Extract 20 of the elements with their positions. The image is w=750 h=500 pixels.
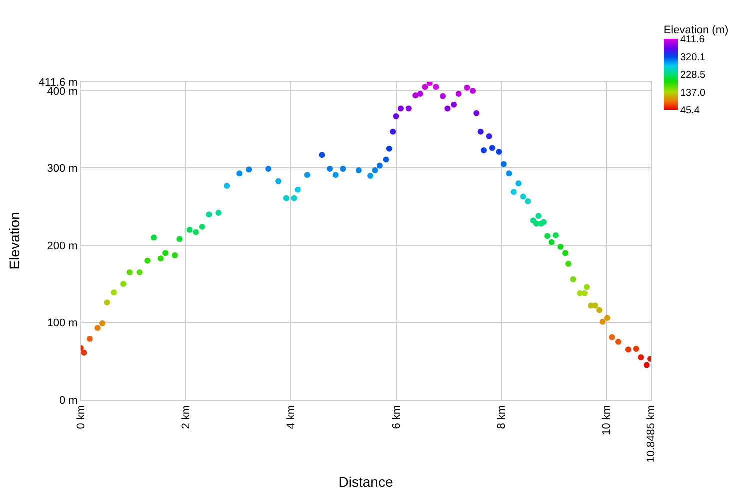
y-tick-label: 400 m [47, 86, 78, 98]
x-axis-title: Distance [338, 474, 394, 490]
color-bar-label: 320.1 [680, 52, 706, 64]
x-tick-label: 10.8485 km [646, 405, 658, 463]
x-tick-label: 2 km [180, 405, 193, 430]
y-tick-label: 0 m [59, 394, 78, 407]
color-bar-label: 45.4 [680, 106, 700, 117]
color-bar-label: 411.6 [680, 34, 706, 46]
color-bar-title: Elevation (m) [664, 24, 729, 36]
x-tick-label: 10 km [600, 405, 613, 436]
y-axis-title: Elevation [6, 212, 22, 270]
y-tick-label: 200 m [47, 240, 78, 252]
color-bar-label: 228.5 [680, 70, 706, 82]
x-tick-label: 0 km [76, 405, 88, 430]
x-tick-label: 6 km [390, 405, 403, 430]
x-tick-label: 4 km [286, 405, 298, 430]
x-tick-label: 8 km [496, 405, 508, 430]
y-tick-label: 300 m [47, 163, 78, 176]
y-tick-label: 100 m [47, 318, 78, 330]
color-bar-label: 137.0 [680, 88, 706, 99]
